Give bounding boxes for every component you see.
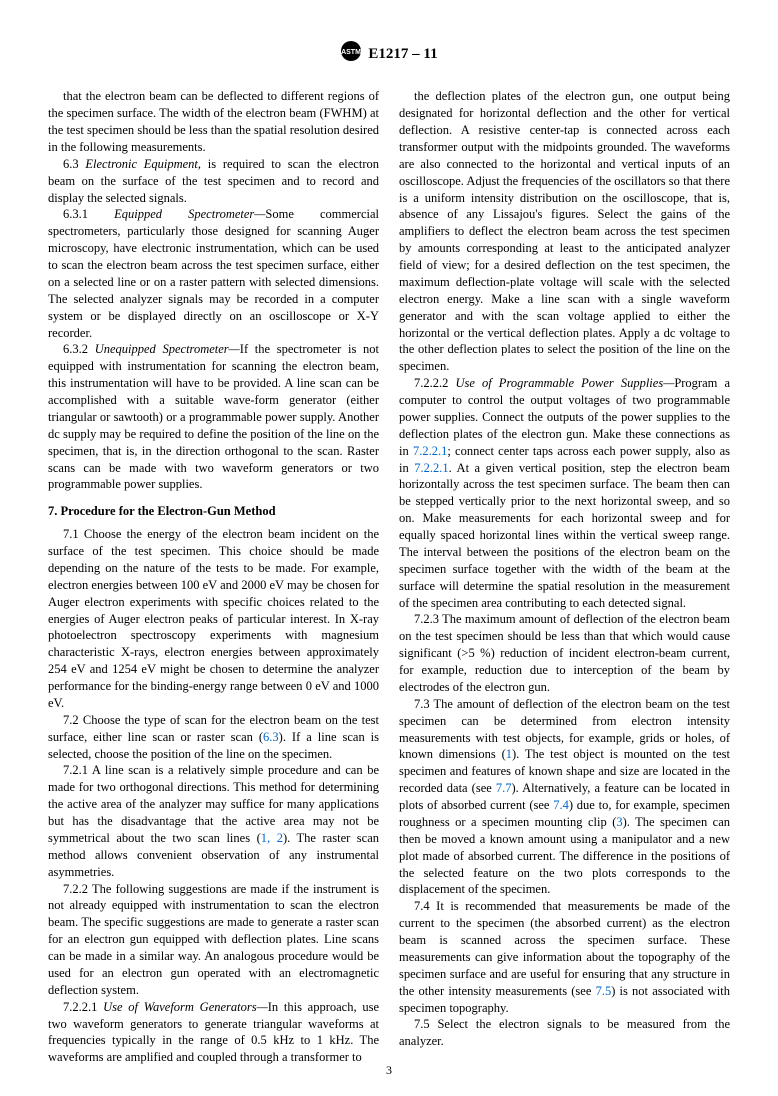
para-6-3-1: 6.3.1 Equipped Spectrometer—Some commerc… — [48, 206, 379, 341]
para-7-2-2-1: 7.2.2.1 Use of Waveform Generators—In th… — [48, 999, 379, 1067]
para-6-3-2: 6.3.2 Unequipped Spectrometer—If the spe… — [48, 341, 379, 493]
page: ASTM E1217 – 11 that the electron beam c… — [0, 0, 778, 1096]
para-7-2-2-2: 7.2.2.2 Use of Programmable Power Suppli… — [399, 375, 730, 611]
ref-75[interactable]: 7.5 — [596, 984, 612, 998]
para-7-2: 7.2 Choose the type of scan for the elec… — [48, 712, 379, 763]
ref-7221-b[interactable]: 7.2.2.1 — [414, 461, 448, 475]
para-7-2-2-1-cont: the deflection plates of the electron gu… — [399, 88, 730, 375]
para-7-1: 7.1 Choose the energy of the electron be… — [48, 526, 379, 712]
ref-6-3[interactable]: 6.3 — [263, 730, 279, 744]
page-header: ASTM E1217 – 11 — [48, 40, 730, 68]
ref-74[interactable]: 7.4 — [553, 798, 569, 812]
page-number: 3 — [0, 1062, 778, 1078]
body-columns: that the electron beam can be deflected … — [48, 88, 730, 1066]
para-7-2-1: 7.2.1 A line scan is a relatively simple… — [48, 762, 379, 880]
svg-text:ASTM: ASTM — [341, 49, 361, 56]
para-6-3: 6.3 Electronic Equipment, is required to… — [48, 156, 379, 207]
astm-logo-icon: ASTM — [340, 40, 362, 68]
para-7-2-2: 7.2.2 The following suggestions are made… — [48, 881, 379, 999]
para-7-5: 7.5 Select the electron signals to be me… — [399, 1016, 730, 1050]
para-7-3: 7.3 The amount of deflection of the elec… — [399, 696, 730, 899]
section-7-heading: 7. Procedure for the Electron-Gun Method — [48, 503, 379, 520]
para-7-4: 7.4 It is recommended that measurements … — [399, 898, 730, 1016]
para-6-2-cont: that the electron beam can be deflected … — [48, 88, 379, 156]
para-7-2-3: 7.2.3 The maximum amount of deflection o… — [399, 611, 730, 695]
ref-7221-a[interactable]: 7.2.2.1 — [413, 444, 447, 458]
ref-1-2[interactable]: 1, 2 — [261, 831, 283, 845]
doc-id: E1217 – 11 — [368, 44, 437, 64]
ref-77[interactable]: 7.7 — [496, 781, 512, 795]
